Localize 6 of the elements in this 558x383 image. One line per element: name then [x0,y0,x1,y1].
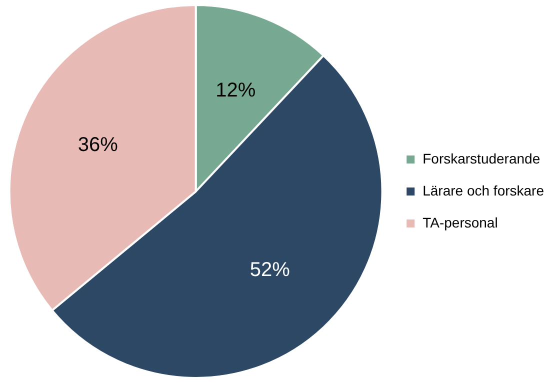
legend-label: Forskarstuderande [422,150,540,166]
data-label: 36% [78,134,118,156]
data-label: 52% [250,258,290,281]
legend-label: Lärare och forskare [422,182,544,198]
legend-label: TA-personal [422,214,498,230]
data-label: 12% [216,79,256,102]
